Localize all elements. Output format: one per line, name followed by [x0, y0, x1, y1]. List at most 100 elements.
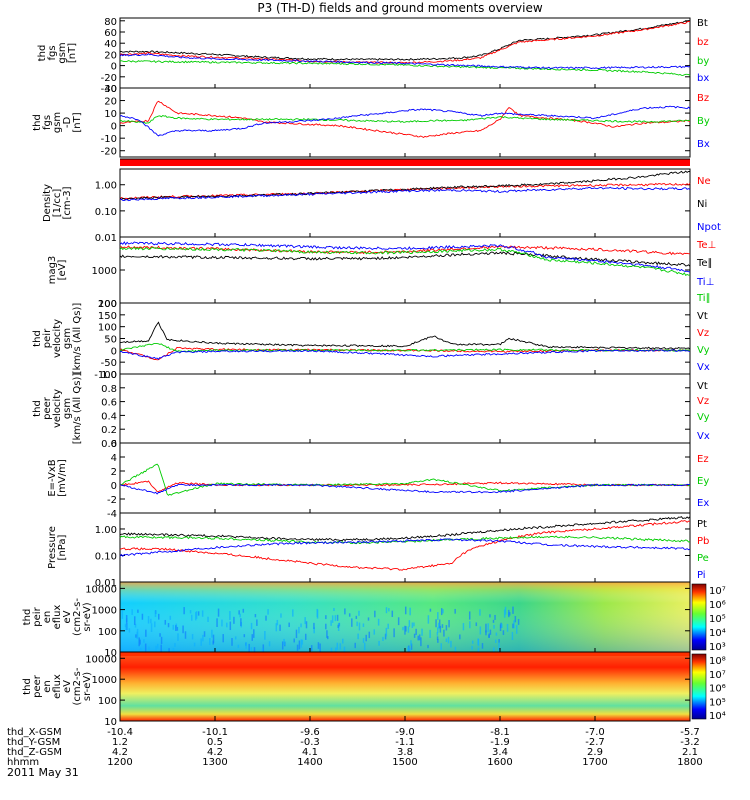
- spectrogram-speckle: [298, 626, 300, 634]
- spectrogram-speckle: [513, 620, 515, 629]
- spectrogram-speckle: [237, 644, 240, 648]
- ephemeris-row-label: thd_Z-GSM: [7, 747, 62, 758]
- spectrogram-speckle: [362, 638, 365, 643]
- colorbar-tick-label: 10⁸: [709, 656, 726, 667]
- spectrogram-speckle: [325, 623, 327, 630]
- panel-density: 1.00 0.10 0.01 Density [1/cc] [cm-3] Ne Ni Npot: [42, 168, 721, 244]
- spectrogram-speckle: [413, 622, 415, 627]
- spectrogram-speckle: [471, 640, 474, 644]
- y-tick-label: 6: [111, 439, 117, 450]
- spectrogram-speckle: [221, 619, 223, 627]
- legend-peer_velocity-Vx: Vx: [697, 431, 710, 442]
- y-axis-label: thd: [32, 114, 43, 131]
- y-axis-label: [nT]: [72, 112, 83, 132]
- spectrogram-speckle: [514, 615, 517, 623]
- spectrogram-speckle: [445, 625, 448, 631]
- colorbar-tick-label: 10⁶: [709, 684, 726, 695]
- spectrogram-speckle: [226, 622, 228, 628]
- spectrogram-speckle: [437, 622, 440, 629]
- spectrogram-speckle: [397, 617, 400, 626]
- spectrogram-speckle: [387, 623, 389, 629]
- spectrogram-speckle: [211, 629, 213, 638]
- ephemeris-value: -8.1: [490, 727, 510, 738]
- spectrogram-speckle: [209, 638, 211, 646]
- panel-frame: [119, 442, 691, 514]
- ephemeris-value: 2.9: [587, 747, 603, 758]
- legend-fgs_gsm_detrend-Bx: Bx: [697, 139, 710, 150]
- spectrogram-speckle: [339, 643, 342, 650]
- y-tick-label: 1000: [92, 675, 117, 686]
- spectrogram-speckle: [234, 636, 237, 640]
- spectrogram-speckle: [421, 628, 423, 636]
- spectrogram-speckle: [489, 629, 492, 635]
- y-tick-label: 0.4: [101, 411, 117, 422]
- spectrogram-speckle: [336, 642, 339, 650]
- series-line-Vx: [119, 349, 691, 360]
- y-tick-label: 20: [104, 97, 117, 108]
- spectrogram-speckle: [441, 624, 444, 628]
- series-line-Vz: [119, 346, 690, 361]
- y-tick-label: 60: [104, 28, 117, 39]
- spectrogram-speckle: [143, 639, 145, 643]
- panel-peer_velocity: 1.0 0.8 0.6 0.4 0.2 0.0 thd peer velocity gsm [km/…: [32, 370, 710, 450]
- spectrogram-speckle: [469, 621, 471, 629]
- legend-fgs_gsm-by: by: [697, 56, 709, 67]
- spectrogram-speckle: [358, 610, 360, 616]
- spectrogram-speckle: [191, 633, 194, 640]
- y-axis-label: gsm: [52, 112, 63, 133]
- spectrogram-speckle: [440, 608, 443, 616]
- spectrogram-speckle: [358, 622, 361, 631]
- spectrogram-speckle: [368, 631, 371, 639]
- spectrogram-speckle: [442, 609, 444, 614]
- spectrogram-speckle: [481, 643, 484, 649]
- spectrogram-speckle: [471, 645, 473, 650]
- y-tick-label: 100: [98, 323, 117, 334]
- spectrogram-speckle: [495, 639, 497, 643]
- spectrogram-speckle: [402, 626, 404, 631]
- colorbar-tick-label: 10³: [709, 642, 726, 653]
- y-tick-label: -4: [107, 509, 117, 520]
- spectrogram-speckle: [131, 609, 133, 615]
- spectrogram-speckle: [283, 638, 285, 645]
- spectrogram-speckle: [253, 629, 255, 638]
- x-axis-ephemeris: thd_X-GSM -10.4 -10.1 -9.6 -9.0 -8.1 -7.0 -5.7 t…: [7, 716, 703, 768]
- spectrogram-speckle: [148, 646, 150, 654]
- spectrogram-speckle: [128, 628, 131, 633]
- spectrogram-speckle: [240, 618, 242, 627]
- spectrogram-speckle: [176, 626, 179, 631]
- spectrogram-speckle: [253, 647, 256, 653]
- spectrogram-speckle: [300, 623, 302, 628]
- ephemeris-value: 3.4: [492, 747, 508, 758]
- spectrogram-speckle: [438, 619, 441, 629]
- legend-density-Npot: Npot: [697, 222, 721, 233]
- y-axis-label: [eV]: [57, 260, 68, 281]
- spectrogram-speckle: [160, 636, 163, 644]
- spectrogram-speckle: [150, 618, 152, 624]
- spectrogram-speckle: [261, 648, 264, 655]
- ephemeris-value: -3.2: [680, 737, 700, 748]
- spectrogram-speckle: [409, 648, 411, 653]
- spectrogram-speckle: [275, 623, 278, 632]
- y-axis-label: sr-eV): [82, 602, 93, 631]
- ephemeris-value: 1200: [107, 757, 132, 768]
- series-line-Ni: [119, 170, 691, 201]
- spectrogram-speckle: [489, 614, 491, 618]
- series-line-Pt: [119, 516, 691, 542]
- spectrogram-speckle: [388, 608, 390, 612]
- y-axis-label: peer: [42, 396, 53, 420]
- spectrogram-speckle: [138, 637, 140, 647]
- spectrogram-speckle: [245, 642, 247, 649]
- y-axis-label: peer: [32, 674, 43, 698]
- spectrogram-speckle: [382, 636, 384, 641]
- spectrogram-speckle: [267, 609, 269, 615]
- spectrogram-speckle: [295, 629, 298, 639]
- spectrogram-speckle: [495, 632, 498, 636]
- spectrogram-speckle: [254, 614, 257, 618]
- spectrogram-speckle: [288, 622, 290, 628]
- spectrogram-speckle: [216, 618, 218, 628]
- spectrogram-speckle: [498, 642, 500, 652]
- spectrogram-speckle: [133, 616, 136, 625]
- spectrogram-speckle: [279, 624, 281, 631]
- spectrogram-speckle: [157, 643, 159, 649]
- spectrogram-speckle: [384, 633, 387, 640]
